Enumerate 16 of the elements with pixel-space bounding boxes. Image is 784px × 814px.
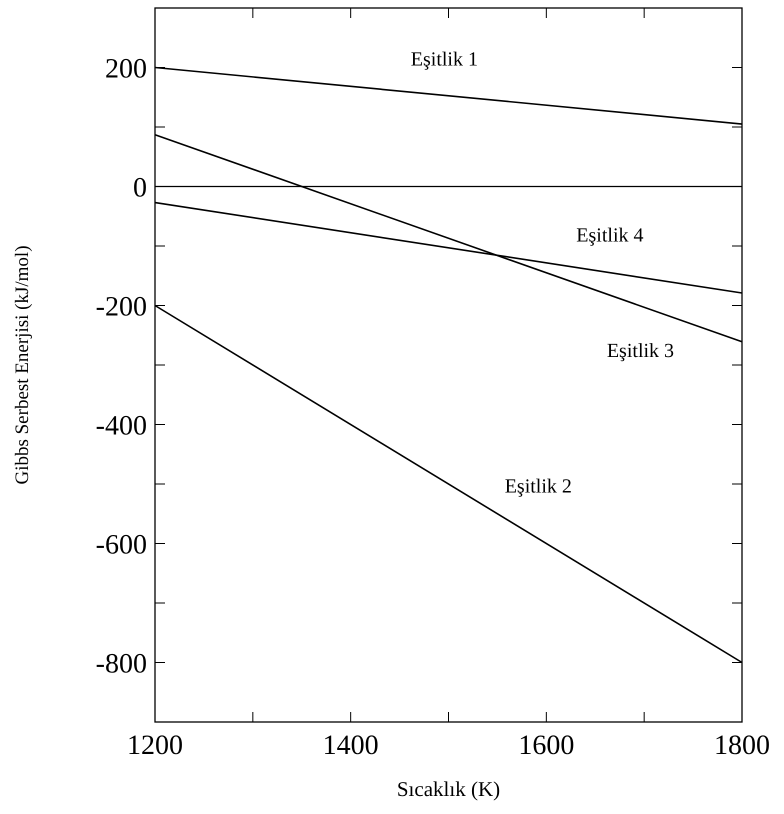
series-label: Eşitlik 3	[606, 340, 674, 362]
series-label: Eşitlik 1	[410, 48, 478, 70]
y-tick-label: -800	[96, 648, 147, 680]
series-label: Eşitlik 4	[576, 224, 644, 247]
x-axis-title: Sıcaklık (K)	[396, 777, 500, 801]
y-tick-label: -400	[96, 410, 147, 442]
y-tick-label: 0	[133, 172, 147, 204]
x-tick-label: 1800	[714, 730, 770, 761]
x-tick-label: 1400	[322, 730, 379, 761]
x-tick-label: 1600	[518, 730, 574, 761]
series-label: Eşitlik 2	[504, 476, 572, 498]
y-tick-label: 200	[105, 53, 147, 84]
y-tick-label: -200	[96, 291, 147, 322]
y-tick-label: -600	[96, 529, 147, 560]
x-tick-label: 1200	[127, 730, 183, 761]
y-axis-title: Gibbs Serbest Enerjisi (kJ/mol)	[12, 245, 33, 485]
